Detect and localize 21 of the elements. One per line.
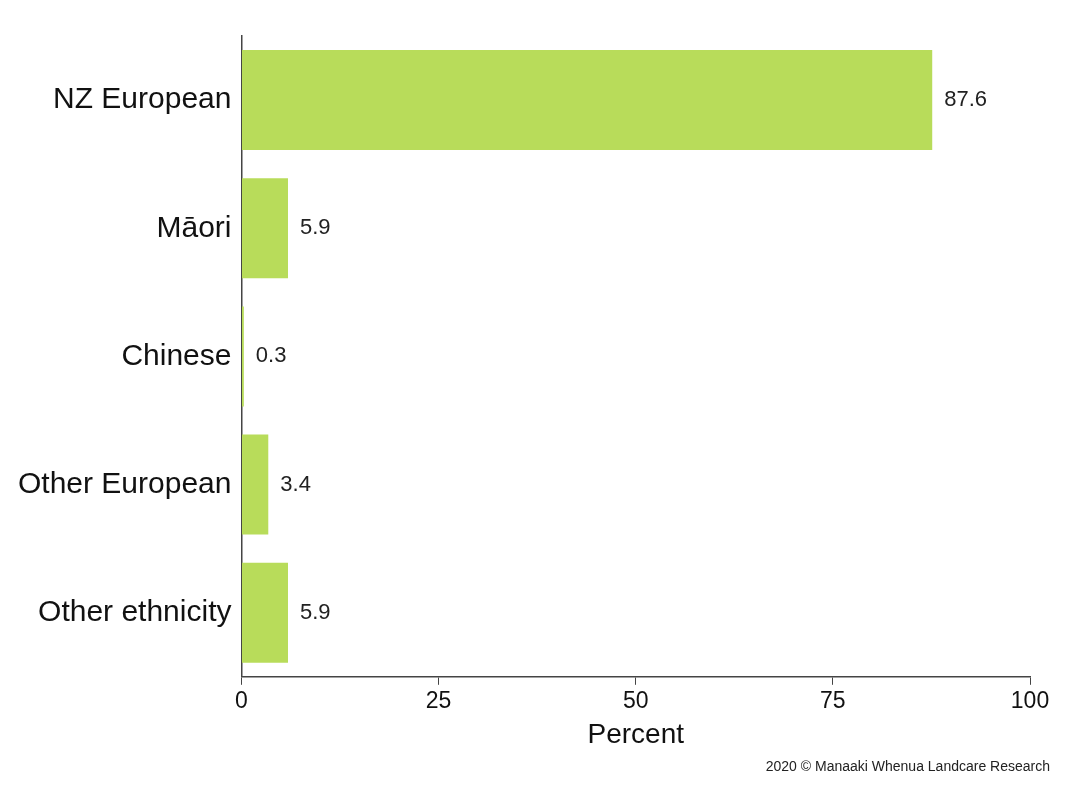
bar: [241, 562, 288, 663]
x-tick-label: 50: [622, 686, 649, 713]
data-label: 0.3: [255, 342, 287, 368]
y-tick-label: Māori: [156, 209, 232, 243]
x-tick-label: 25: [425, 686, 452, 713]
bar: [241, 434, 269, 535]
data-label: 5.9: [299, 598, 331, 624]
x-tick-label: 75: [820, 686, 846, 713]
y-tick-label: Other European: [17, 465, 232, 499]
y-tick-label: NZ European: [53, 81, 232, 115]
data-label: 3.4: [280, 470, 311, 496]
x-tick-label: 100: [1010, 686, 1050, 713]
bar: [241, 178, 288, 279]
x-tick-label: 0: [235, 686, 248, 713]
bar: [241, 50, 933, 151]
text: 2020 © Manaaki Whenua Landcare Research: [765, 757, 1050, 774]
y-tick-label: Chinese: [121, 337, 232, 371]
data-label: 5.9: [299, 214, 331, 240]
data-label: 87.6: [944, 86, 988, 112]
y-tick-label: Other ethnicity: [38, 593, 232, 627]
x-axis-title: Percent: [587, 717, 685, 749]
